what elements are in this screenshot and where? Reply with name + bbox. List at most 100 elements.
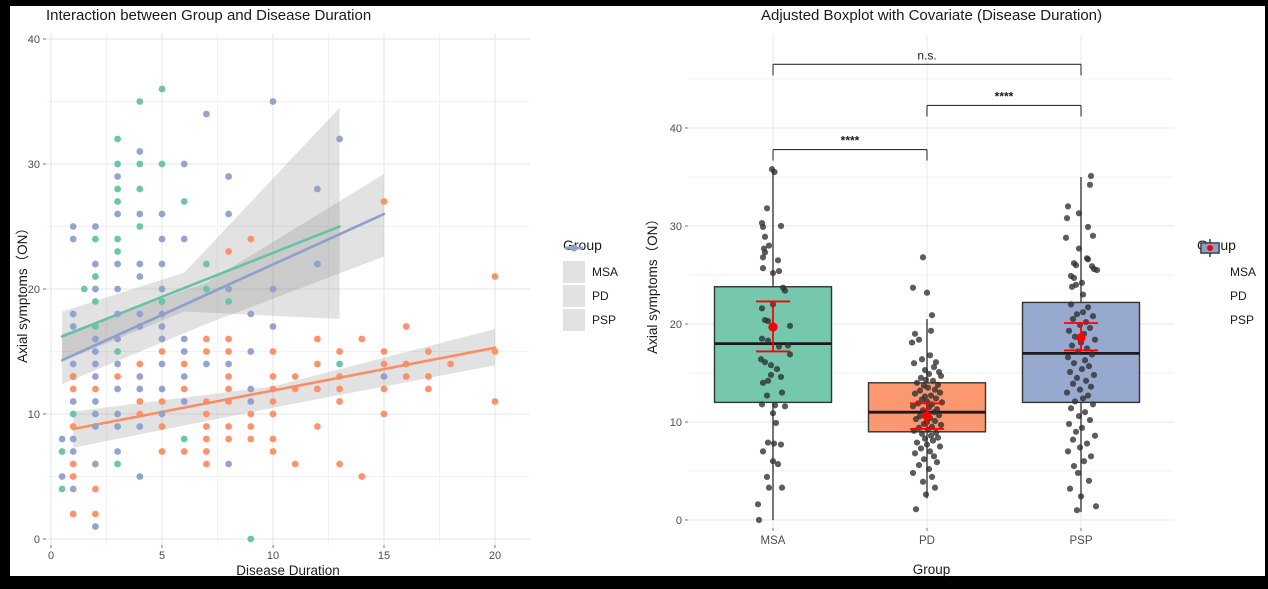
jitter-point-psp <box>1070 360 1078 367</box>
jitter-point-pd <box>911 330 919 337</box>
data-point-pd <box>225 435 233 443</box>
jitter-point-msa <box>761 359 769 366</box>
jitter-point-pd <box>925 465 933 473</box>
jitter-point-psp <box>1073 507 1081 514</box>
data-point-psp <box>114 173 121 180</box>
jitter-point-psp <box>1074 469 1082 477</box>
jitter-point-psp <box>1069 436 1077 443</box>
legend-entry-label: PSP <box>592 313 617 327</box>
data-point-psp <box>136 373 144 380</box>
jitter-point-pd <box>931 417 939 425</box>
jitter-point-msa <box>763 473 771 480</box>
jitter-point-pd <box>928 312 936 319</box>
jitter-point-pd <box>924 426 932 433</box>
jitter-point-psp <box>1087 172 1095 180</box>
legend-entry-msa: MSA <box>563 244 618 284</box>
jitter-point-pd <box>917 374 925 381</box>
data-point-psp <box>380 373 388 380</box>
jitter-point-pd <box>911 390 919 397</box>
data-point-psp <box>180 348 188 355</box>
x-tick-label: 5 <box>159 550 165 562</box>
jitter-point-msa <box>769 410 777 417</box>
jitter-point-psp <box>1089 401 1097 408</box>
jitter-point-pd <box>917 445 925 452</box>
jitter-point-pd <box>931 484 939 491</box>
data-point-psp <box>158 360 166 368</box>
data-point-pd <box>158 348 166 355</box>
jitter-point-msa <box>778 389 786 396</box>
data-point-pd <box>158 448 166 455</box>
jitter-point-pd <box>926 352 934 359</box>
data-point-msa <box>247 535 255 543</box>
jitter-point-msa <box>772 419 780 427</box>
mean-point-psp <box>1076 333 1086 343</box>
jitter-point-msa <box>761 233 769 240</box>
jitter-point-pd <box>908 339 916 346</box>
jitter-point-msa <box>755 516 763 524</box>
line-point-key-icon <box>563 244 585 307</box>
jitter-point-pd <box>919 478 927 485</box>
jitter-point-psp <box>1069 380 1077 387</box>
jitter-point-psp <box>1064 354 1072 361</box>
jitter-point-psp <box>1080 458 1088 465</box>
data-point-pd <box>402 360 410 368</box>
data-point-psp <box>114 285 121 293</box>
data-point-pd <box>225 248 233 255</box>
jitter-point-psp <box>1078 279 1086 286</box>
data-point-pd <box>180 448 188 455</box>
data-point-msa <box>136 223 144 230</box>
jitter-point-psp <box>1067 301 1075 308</box>
data-point-psp <box>114 423 121 430</box>
right-legend-entries: MSA PD PSP <box>1197 239 1256 332</box>
data-point-pd <box>402 373 410 380</box>
data-point-pd <box>69 423 77 430</box>
data-point-pd <box>69 473 77 480</box>
data-point-psp <box>136 260 144 268</box>
jitter-point-psp <box>1089 232 1097 239</box>
data-point-psp <box>114 310 121 318</box>
jitter-point-msa <box>786 322 794 330</box>
jitter-point-pd <box>936 389 944 396</box>
jitter-point-pd <box>929 437 937 444</box>
jitter-point-msa <box>769 458 777 465</box>
line-point-key-icon <box>563 244 585 283</box>
data-point-pd <box>247 235 255 243</box>
jitter-point-msa <box>771 169 778 176</box>
data-point-pd <box>314 385 321 393</box>
data-point-pd <box>203 335 210 343</box>
data-point-pd <box>336 385 343 393</box>
data-point-psp <box>136 273 144 280</box>
jitter-point-msa <box>765 242 773 249</box>
jitter-point-pd <box>933 459 941 466</box>
jitter-point-msa <box>773 365 781 373</box>
data-point-psp <box>114 360 121 368</box>
jitter-point-pd <box>916 387 924 394</box>
boxplot-key-icon <box>1197 239 1223 331</box>
data-point-pd <box>269 398 277 405</box>
boxplot-key-icon <box>1197 239 1223 283</box>
jitter-point-pd <box>912 415 920 423</box>
data-point-pd <box>291 385 299 393</box>
data-point-psp <box>180 398 188 405</box>
data-point-msa <box>92 298 99 305</box>
jitter-point-psp <box>1093 267 1101 274</box>
jitter-point-psp <box>1082 318 1090 326</box>
legend-entry-msa: MSA <box>1197 239 1256 284</box>
jitter-point-pd <box>913 379 921 386</box>
jitter-point-pd <box>929 377 937 384</box>
jitter-point-msa <box>759 379 767 386</box>
jitter-point-pd <box>923 441 931 448</box>
data-point-psp <box>92 460 99 468</box>
jitter-point-msa <box>764 317 772 325</box>
data-point-psp <box>69 323 77 330</box>
data-point-pd <box>69 510 77 518</box>
data-point-psp <box>225 173 233 180</box>
jitter-point-psp <box>1092 503 1100 510</box>
jitter-point-psp <box>1068 283 1076 290</box>
data-point-pd <box>203 435 210 443</box>
jitter-point-msa <box>777 373 785 381</box>
jitter-point-pd <box>920 420 928 428</box>
data-point-pd <box>314 360 321 368</box>
data-point-psp <box>180 335 188 343</box>
jitter-point-msa <box>775 343 783 350</box>
